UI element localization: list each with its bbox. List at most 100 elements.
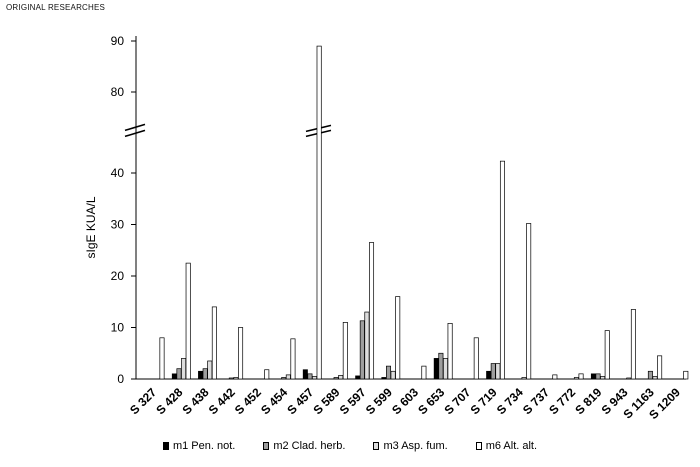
bar	[600, 376, 606, 380]
bar	[211, 306, 217, 380]
bar	[307, 373, 313, 380]
x-category-label: S 452	[232, 385, 264, 417]
y-tick-label: 20	[111, 269, 125, 283]
section-header: ORIGINAL RESEARCHES	[6, 3, 106, 12]
x-category-label: S 599	[363, 385, 395, 417]
bar	[364, 311, 370, 380]
y-tick-label: 80	[111, 85, 125, 99]
x-category-label: S 653	[415, 385, 447, 417]
axis-break-mark	[124, 129, 146, 138]
bar	[578, 373, 584, 380]
bar	[198, 370, 204, 380]
y-tick-label: 0	[117, 372, 124, 386]
bar	[369, 242, 375, 380]
bar	[573, 377, 579, 380]
x-category-label: S 772	[546, 385, 578, 417]
x-category-label: S 603	[389, 385, 421, 417]
bar	[486, 370, 492, 380]
bar	[171, 373, 177, 380]
legend-label: m6 Alt. alt.	[485, 440, 538, 452]
bar	[442, 358, 448, 380]
bar	[302, 369, 308, 380]
bar	[290, 338, 296, 380]
bar	[499, 160, 505, 380]
x-category-label: S 597	[337, 385, 369, 417]
bar	[333, 377, 339, 380]
x-category-label: S 737	[520, 385, 552, 417]
bar	[233, 377, 239, 380]
bar	[652, 376, 658, 380]
bar	[521, 377, 527, 380]
y-tick-label: 40	[111, 166, 125, 180]
bar	[626, 377, 632, 380]
bar	[185, 262, 191, 380]
y-axis-label: sIgE KUA/L	[84, 196, 98, 258]
bar	[683, 370, 689, 380]
bar	[181, 358, 187, 380]
y-tick-label: 30	[111, 218, 125, 232]
x-category-label: S 589	[310, 385, 342, 417]
legend-item: m6 Alt. alt.	[475, 440, 538, 452]
legend-label: m2 Clad. herb.	[273, 440, 346, 452]
legend-label: m3 Asp. fum.	[383, 440, 448, 452]
chart-legend: m1 Pen. not. m2 Clad. herb. m3 Asp. fum. m6…	[0, 440, 700, 452]
bar	[159, 337, 165, 380]
bar	[526, 223, 532, 380]
bar	[176, 368, 182, 380]
bar	[264, 369, 270, 380]
legend-swatch	[263, 442, 270, 450]
bar	[238, 327, 244, 380]
bar	[390, 370, 396, 380]
x-category-label: S 438	[180, 385, 212, 417]
legend-swatch	[162, 442, 169, 450]
bar	[604, 330, 610, 380]
x-category-label: S 428	[153, 385, 185, 417]
bar	[386, 365, 392, 380]
bar	[381, 377, 387, 380]
chart-axes	[124, 36, 686, 380]
bar	[433, 358, 439, 380]
legend-item: m3 Asp. fum.	[373, 440, 448, 452]
bar	[285, 374, 291, 380]
bar	[595, 373, 601, 380]
chart-bars	[159, 45, 689, 380]
bar	[647, 370, 653, 380]
y-tick-label: 90	[111, 34, 125, 48]
bar	[630, 309, 636, 380]
bar	[473, 337, 479, 380]
bar	[421, 365, 427, 380]
bar	[228, 377, 234, 380]
bar	[342, 322, 348, 380]
bar	[590, 373, 596, 380]
x-category-label: S 707	[441, 385, 473, 417]
bar	[312, 376, 318, 380]
legend-item: m1 Pen. not.	[162, 440, 236, 452]
x-category-label: S 719	[468, 385, 500, 417]
legend-swatch	[373, 442, 380, 450]
bar	[438, 352, 444, 380]
x-category-label: S 442	[206, 385, 238, 417]
bar	[359, 320, 365, 380]
x-category-label: S 327	[127, 385, 159, 417]
legend-swatch	[475, 442, 482, 450]
y-tick-label: 10	[111, 321, 125, 335]
legend-label: m1 Pen. not.	[172, 440, 236, 452]
bar	[202, 368, 208, 380]
bar	[338, 375, 344, 380]
bar	[355, 375, 361, 380]
x-category-label: S 457	[284, 385, 316, 417]
bar	[281, 377, 287, 380]
bar	[395, 296, 401, 380]
legend-item: m2 Clad. herb.	[263, 440, 345, 452]
bar	[495, 363, 501, 380]
x-category-label: S 819	[572, 385, 604, 417]
bar	[552, 374, 558, 380]
x-category-label: S 454	[258, 385, 290, 417]
bar	[490, 363, 496, 380]
bar	[657, 355, 663, 380]
bar	[207, 360, 213, 380]
bar	[316, 45, 322, 380]
bar	[447, 323, 453, 380]
